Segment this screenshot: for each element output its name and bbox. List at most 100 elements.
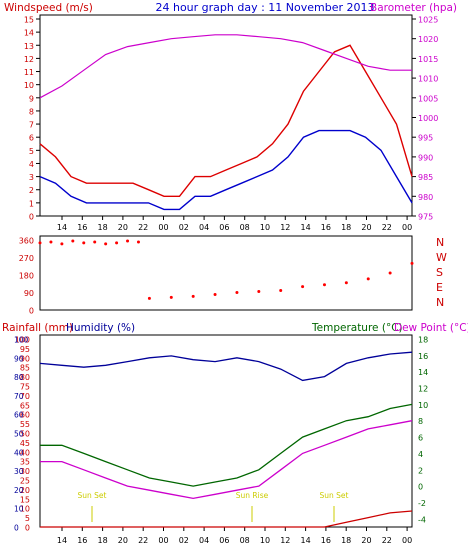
direction-point (213, 292, 217, 296)
temp-x-tick-label: 00 (402, 536, 412, 545)
wind-tick-label: 7 (29, 121, 34, 130)
rain-tick-label: 70 (20, 392, 30, 401)
wind-tick-label: 12 (24, 55, 34, 64)
direction-point (301, 285, 305, 289)
rain-axis-label: Rainfall (mm) (2, 322, 73, 334)
rain-tick-label: 60 (20, 411, 30, 420)
humidity-tick-label: 80 (14, 373, 24, 382)
direction-tick-label: 0 (29, 307, 34, 316)
humidity-tick-label: 90 (14, 354, 24, 363)
temp-x-tick-label: 14 (301, 536, 311, 545)
rain-tick-label: 5 (25, 514, 30, 523)
wind-tick-label: 9 (29, 94, 34, 103)
temperature-tick-label: 10 (418, 401, 428, 410)
wind-x-tick-label: 00 (402, 223, 412, 232)
direction-point (71, 239, 75, 243)
rain-tick-label: 0 (25, 524, 30, 533)
temperature-tick-label: -2 (418, 499, 426, 508)
rain-tick-label: 75 (20, 383, 30, 392)
humidity-tick-label: 40 (14, 448, 24, 457)
temp-x-tick-label: 20 (361, 536, 371, 545)
wind-tick-label: 10 (24, 81, 34, 90)
sun-event-label: Sun Set (78, 491, 107, 500)
wind-x-tick-label: 16 (77, 223, 87, 232)
humidity-tick-label: 30 (14, 467, 24, 476)
temperature-tick-label: 2 (418, 466, 423, 475)
wind-x-tick-label: 02 (179, 223, 189, 232)
baro-tick-label: 1020 (418, 35, 438, 44)
rain-tick-label: 80 (20, 373, 30, 382)
temperature-tick-label: 4 (418, 450, 423, 459)
avg-wind-series-line (39, 129, 413, 211)
wind-x-tick-label: 22 (138, 223, 148, 232)
rain-tick-label: 10 (20, 505, 30, 514)
direction-point (60, 242, 64, 246)
wind-x-tick-label: 08 (240, 223, 250, 232)
rain-tick-label: 85 (20, 364, 30, 373)
wind-x-tick-label: 06 (219, 223, 229, 232)
temperature-series-line (40, 403, 413, 487)
direction-point (104, 242, 108, 246)
temp-x-tick-label: 06 (219, 536, 229, 545)
humidity-series-line (39, 351, 413, 382)
compass-label: N (436, 296, 444, 309)
baro-tick-label: 1000 (418, 114, 438, 123)
wind-x-tick-label: 14 (57, 223, 67, 232)
rain-tick-label: 95 (20, 345, 30, 354)
temp-x-tick-label: 04 (199, 536, 209, 545)
gust-series-line (39, 44, 413, 197)
compass-label: S (436, 266, 443, 279)
direction-point (115, 241, 119, 245)
compass-label: W (436, 251, 447, 264)
humidity-tick-label: 50 (14, 430, 24, 439)
wind-x-tick-label: 16 (321, 223, 331, 232)
temp-x-tick-label: 12 (280, 536, 290, 545)
direction-point (136, 240, 140, 244)
temperature-tick-label: 14 (418, 368, 428, 377)
direction-point (279, 289, 283, 293)
rain-tick-label: 50 (20, 430, 30, 439)
wind-x-tick-label: 12 (280, 223, 290, 232)
wind-tick-label: 14 (24, 29, 34, 38)
direction-point (126, 239, 130, 243)
baro-tick-label: 1025 (418, 16, 438, 25)
baro-tick-label: 1005 (418, 94, 438, 103)
rain-tick-label: 15 (20, 495, 30, 504)
direction-plot-frame (39, 235, 413, 311)
temp-x-tick-label: 22 (382, 536, 392, 545)
direction-point (49, 240, 53, 244)
temperature-tick-label: 6 (418, 434, 423, 443)
sun-event-label: Sun Rise (236, 491, 269, 500)
baro-tick-label: 995 (418, 134, 433, 143)
wind-x-tick-label: 22 (382, 223, 392, 232)
temp-x-tick-label: 10 (260, 536, 270, 545)
rain-tick-label: 90 (20, 354, 30, 363)
temp-x-tick-label: 18 (341, 536, 351, 545)
direction-point (147, 296, 151, 300)
temp-x-tick-label: 16 (321, 536, 331, 545)
direction-point (235, 291, 239, 294)
wind-tick-label: 2 (29, 186, 34, 195)
rain-tick-label: 65 (20, 401, 30, 410)
direction-point (82, 241, 86, 245)
direction-point (388, 271, 392, 275)
direction-point (169, 295, 173, 299)
rain-tick-label: 30 (20, 467, 30, 476)
direction-tick-label: 90 (24, 289, 34, 298)
rain-tick-label: 25 (20, 477, 30, 486)
temp-x-tick-label: 18 (98, 536, 108, 545)
direction-point (191, 294, 195, 298)
baro-tick-label: 980 (418, 193, 433, 202)
wind-x-tick-label: 14 (301, 223, 311, 232)
wind-x-tick-label: 10 (260, 223, 270, 232)
direction-point (38, 241, 42, 245)
temp-x-tick-label: 14 (57, 536, 67, 545)
sun-event-label: Sun Set (320, 491, 349, 500)
baro-tick-label: 975 (418, 213, 433, 222)
rain-series-line (40, 510, 413, 528)
baro-series-line (39, 34, 412, 99)
chart-title: 24 hour graph day : 11 November 2013 (155, 1, 374, 14)
direction-tick-label: 180 (19, 272, 34, 281)
temp-x-tick-label: 16 (77, 536, 87, 545)
temp-x-tick-label: 08 (240, 536, 250, 545)
